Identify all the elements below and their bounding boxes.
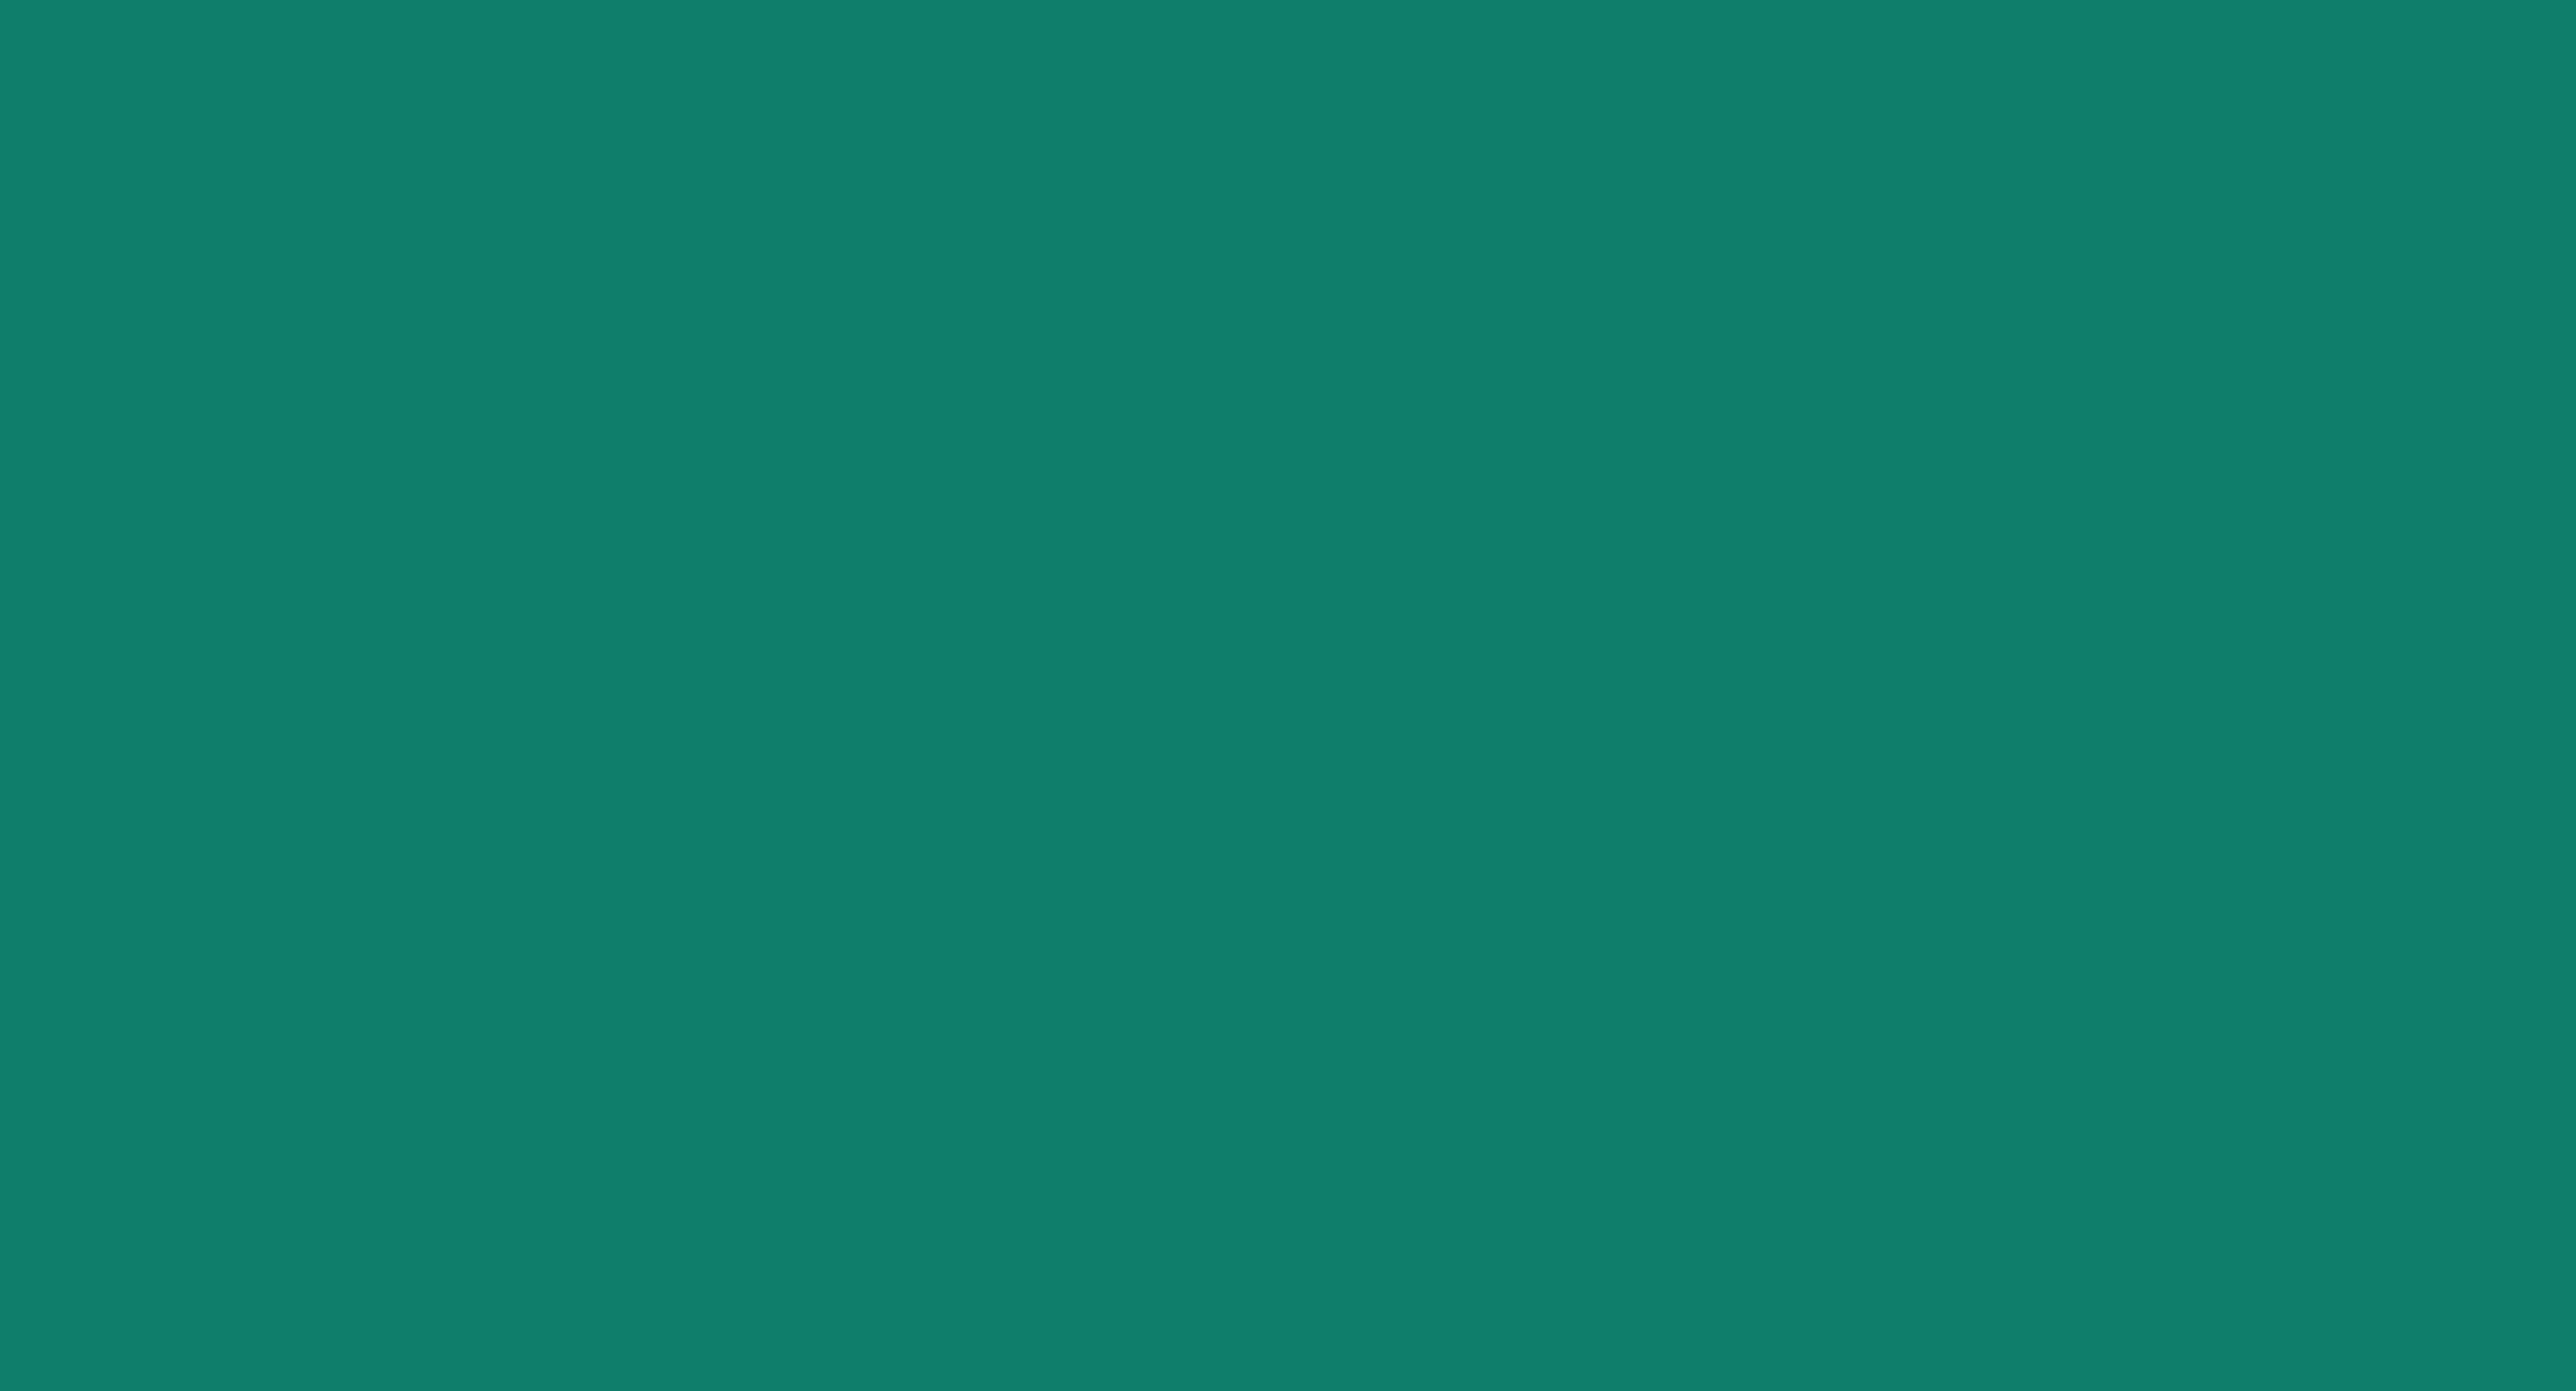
- page: {"browser":{"tabs":["PROC_SQG.ip","TQG.i…: [0, 0, 2576, 1391]
- desktop: [0, 0, 2576, 1391]
- screen: [0, 0, 2576, 1391]
